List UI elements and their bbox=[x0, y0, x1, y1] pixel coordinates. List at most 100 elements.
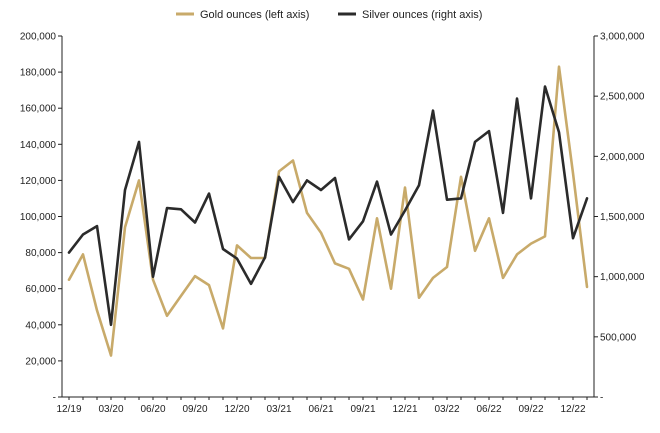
gold-data-point bbox=[250, 257, 252, 259]
silver-data-point bbox=[572, 237, 574, 239]
gold-data-point bbox=[390, 287, 392, 290]
silver-data-point bbox=[110, 324, 112, 326]
left-axis-tick-label: 180,000 bbox=[20, 68, 57, 79]
gold-data-point bbox=[166, 315, 168, 317]
gold-data-point bbox=[306, 212, 308, 214]
x-axis-tick-label: 03/20 bbox=[98, 404, 123, 415]
gold-data-point bbox=[432, 277, 434, 279]
silver-data-point bbox=[362, 220, 364, 223]
gold-data-point bbox=[418, 296, 420, 299]
legend-label-gold: Gold ounces (left axis) bbox=[200, 9, 309, 21]
silver-data-point bbox=[418, 184, 420, 186]
x-axis-tick-label: 12/22 bbox=[560, 404, 585, 415]
x-axis-tick-label: 06/22 bbox=[476, 404, 501, 415]
right-axis-tick-label: 1,500,000 bbox=[600, 212, 645, 223]
silver-data-point bbox=[544, 85, 546, 88]
gold-data-point bbox=[138, 179, 140, 182]
silver-data-point bbox=[320, 189, 322, 191]
axes: - 20,000 40,000 60,000 80,000 100,000 120,000 1… bbox=[20, 32, 645, 416]
silver-data-point bbox=[250, 283, 252, 285]
silver-data-point bbox=[530, 197, 532, 200]
silver-data-point bbox=[558, 131, 560, 134]
gold-data-point bbox=[222, 327, 224, 330]
x-axis-tick-label: 06/21 bbox=[308, 404, 333, 415]
right-axis-tick-label: 1,000,000 bbox=[600, 272, 645, 283]
silver-data-point bbox=[236, 257, 238, 260]
x-axis-tick-label: 03/22 bbox=[434, 404, 459, 415]
silver-data-point bbox=[222, 248, 224, 250]
gold-data-point bbox=[334, 262, 336, 265]
gold-data-point bbox=[488, 217, 490, 220]
gold-data-point bbox=[82, 253, 84, 256]
silver-series-line bbox=[67, 85, 589, 327]
gold-data-point bbox=[544, 235, 546, 238]
gold-data-point bbox=[502, 277, 504, 279]
left-axis-tick-label: 140,000 bbox=[20, 140, 57, 151]
gold-data-point bbox=[96, 309, 98, 312]
left-axis-tick-label: 120,000 bbox=[20, 176, 57, 187]
silver-data-point bbox=[194, 221, 196, 224]
silver-data-point bbox=[432, 109, 434, 112]
gold-data-point bbox=[558, 65, 560, 68]
gold-data-point bbox=[404, 186, 406, 189]
gold-data-point bbox=[586, 286, 588, 288]
silver-data-point bbox=[446, 198, 448, 201]
gold-data-point bbox=[194, 275, 196, 277]
gold-data-point bbox=[572, 172, 574, 174]
right-axis-tick-label: - bbox=[600, 393, 603, 404]
legend-label-silver: Silver ounces (right axis) bbox=[362, 9, 482, 21]
left-axis-tick-label: 40,000 bbox=[25, 320, 56, 331]
left-axis-tick-label: 20,000 bbox=[25, 356, 56, 367]
silver-data-point bbox=[404, 209, 406, 212]
gold-data-point bbox=[236, 244, 238, 247]
silver-data-point bbox=[502, 212, 504, 214]
right-axis-tick-label: 500,000 bbox=[600, 332, 637, 343]
left-axis-tick-label: - bbox=[53, 393, 56, 404]
gold-data-point bbox=[68, 278, 70, 281]
gold-data-point bbox=[320, 231, 322, 234]
silver-data-point bbox=[166, 207, 168, 209]
silver-data-point bbox=[264, 256, 266, 259]
silver-data-point bbox=[278, 176, 280, 178]
silver-data-point bbox=[68, 251, 70, 254]
gold-data-point bbox=[446, 266, 448, 268]
silver-data-point bbox=[180, 208, 182, 211]
gold-data-point bbox=[376, 217, 378, 220]
x-axis-tick-label: 09/22 bbox=[518, 404, 543, 415]
gold-data-point bbox=[530, 242, 532, 245]
gold-data-point bbox=[180, 295, 182, 297]
silver-data-point bbox=[124, 189, 126, 191]
silver-data-point bbox=[306, 179, 308, 182]
gold-data-point bbox=[348, 268, 350, 270]
silver-data-point bbox=[586, 197, 588, 200]
gold-data-point bbox=[208, 284, 210, 286]
silver-data-point bbox=[82, 233, 84, 236]
x-axis-tick-label: 09/20 bbox=[182, 404, 207, 415]
left-axis-tick-label: 160,000 bbox=[20, 104, 57, 115]
silver-data-point bbox=[334, 177, 336, 179]
silver-data-point bbox=[292, 201, 294, 203]
silver-data-point bbox=[348, 238, 350, 241]
gold-data-point bbox=[152, 278, 154, 281]
gold-series-line bbox=[67, 65, 589, 357]
x-axis-tick-label: 12/21 bbox=[392, 404, 417, 415]
x-axis-tick-label: 12/20 bbox=[224, 404, 249, 415]
legend: Gold ounces (left axis) Silver ounces (r… bbox=[176, 9, 482, 21]
left-axis-tick-label: 100,000 bbox=[20, 212, 57, 223]
silver-data-point bbox=[516, 97, 518, 100]
x-axis-tick-label: 03/21 bbox=[266, 404, 291, 415]
right-axis-tick-label: 2,500,000 bbox=[600, 92, 645, 103]
left-axis-tick-label: 60,000 bbox=[25, 284, 56, 295]
silver-data-point bbox=[460, 197, 462, 200]
right-axis-tick-label: 2,000,000 bbox=[600, 152, 645, 163]
silver-data-point bbox=[390, 233, 392, 236]
silver-data-point bbox=[208, 192, 210, 195]
x-axis-tick-label: 09/21 bbox=[350, 404, 375, 415]
x-axis-tick-label: 12/19 bbox=[56, 404, 81, 415]
gold-data-point bbox=[110, 354, 112, 357]
silver-data-point bbox=[96, 225, 98, 227]
silver-data-point bbox=[488, 130, 490, 132]
gold-data-point bbox=[516, 253, 518, 256]
right-axis-tick-label: 3,000,000 bbox=[600, 32, 645, 43]
